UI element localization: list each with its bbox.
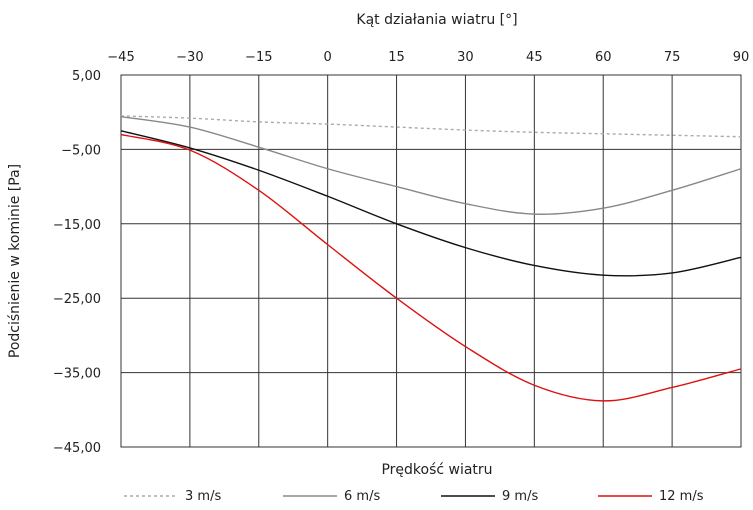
x-tick-label: 90 [733,50,750,65]
y-tick-label: −15,00 [53,218,101,233]
legend-label: 6 m/s [344,489,380,504]
x-top-axis-title: Kąt działania wiatru [°] [356,12,517,28]
y-axis-title: Podciśnienie w kominie [Pa] [7,164,23,358]
x-bottom-axis-title: Prędkość wiatru [381,462,492,478]
x-tick-labels: −45 −30 −15 0 15 30 45 60 75 90 [107,50,749,65]
y-tick-label: −5,00 [61,143,101,158]
x-tick-label: 0 [324,50,332,65]
x-tick-label: −45 [107,50,134,65]
y-tick-label: −45,00 [53,441,101,456]
y-tick-label: 5,00 [72,69,101,84]
series-line-12-m-s [120,133,742,402]
legend-label: 12 m/s [659,489,704,504]
chart-grid [120,74,742,448]
x-tick-label: 75 [664,50,681,65]
legend-label: 3 m/s [185,489,221,504]
series-line-3-m-s [120,115,742,138]
x-tick-label: 15 [388,50,405,65]
plot-frame [120,74,742,448]
x-tick-label: 45 [526,50,543,65]
x-tick-label: −30 [176,50,203,65]
x-tick-label: 60 [595,50,612,65]
y-tick-label: −25,00 [53,292,101,307]
y-tick-labels: 5,00 −5,00 −15,00 −25,00 −35,00 −45,00 [53,69,101,456]
series-line-6-m-s [120,115,742,215]
x-tick-label: 30 [457,50,474,65]
legend-label: 9 m/s [502,489,538,504]
series-layer [120,115,742,402]
legend: 3 m/s 6 m/s 9 m/s 12 m/s [124,489,704,504]
y-tick-label: −35,00 [53,367,101,382]
series-line-9-m-s [120,130,742,277]
x-tick-label: −15 [245,50,272,65]
